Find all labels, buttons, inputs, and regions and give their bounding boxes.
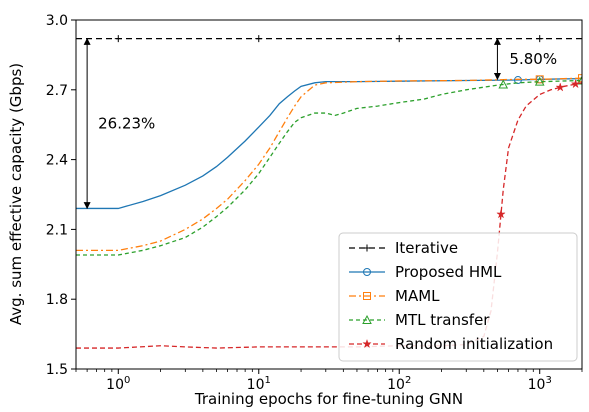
series-marker-mtl-transfer xyxy=(498,79,509,89)
annotation-label: 26.23% xyxy=(98,115,155,133)
series-line-mtl-transfer xyxy=(76,79,582,256)
legend-label-mtl-transfer: MTL transfer xyxy=(395,311,490,329)
annotation-layer: 26.23% 5.80% xyxy=(83,37,557,210)
legend-label-proposed-hml: Proposed HML xyxy=(395,263,502,281)
plot-frame xyxy=(75,19,583,370)
legend-marker-random-initialization xyxy=(362,338,372,349)
legend-box xyxy=(338,232,578,362)
series-line-maml xyxy=(76,77,582,251)
legend-label-maml: MAML xyxy=(395,287,440,305)
y-tick-label: 3.0 xyxy=(46,13,68,29)
series-marker-iterative xyxy=(255,35,263,43)
series-line-proposed-hml xyxy=(76,77,582,210)
x-axis: 100 101 102 103 xyxy=(75,369,583,393)
legend: Iterative Proposed HML MAML MTL transfer Ran… xyxy=(338,232,578,362)
x-tick-label: 100 xyxy=(106,375,130,393)
series-marker-random-initialization xyxy=(555,82,566,92)
legend-label-iterative: Iterative xyxy=(395,239,458,257)
y-tick-label: 1.5 xyxy=(46,362,68,378)
legend-marker-iterative xyxy=(363,244,371,252)
y-axis: 1.5 1.8 2.1 2.4 2.7 3.0 xyxy=(46,13,76,378)
x-axis-title: Training epochs for fine-tuning GNN xyxy=(194,390,463,408)
y-tick-label: 1.8 xyxy=(46,292,68,308)
legend-marker-maml xyxy=(363,292,371,300)
series-marker-random-initialization xyxy=(570,78,581,89)
x-tick-label: 102 xyxy=(387,375,411,393)
y-axis-title: Avg. sum effective capacity (Gbps) xyxy=(7,63,25,325)
x-tick-label: 103 xyxy=(528,375,552,393)
legend-marker-mtl-transfer xyxy=(362,314,372,324)
series-marker-iterative xyxy=(536,35,544,43)
series-marker-mtl-transfer xyxy=(577,75,582,85)
series-marker-iterative xyxy=(395,35,403,43)
series-marker-proposed-hml xyxy=(513,76,522,85)
series-marker-iterative xyxy=(114,35,122,43)
x-tick-label: 101 xyxy=(247,375,271,393)
y-tick-label: 2.4 xyxy=(46,153,68,169)
series-marker-maml xyxy=(578,74,582,83)
series-marker-random-initialization xyxy=(496,209,506,219)
annotation-label: 5.80% xyxy=(509,50,557,68)
series-marker-maml xyxy=(535,75,544,84)
y-tick-label: 2.7 xyxy=(46,83,68,99)
legend-label-random-initialization: Random initialization xyxy=(395,335,553,353)
legend-marker-proposed-hml xyxy=(363,268,371,276)
series-marker-mtl-transfer xyxy=(534,76,545,86)
y-tick-label: 2.1 xyxy=(46,222,68,238)
